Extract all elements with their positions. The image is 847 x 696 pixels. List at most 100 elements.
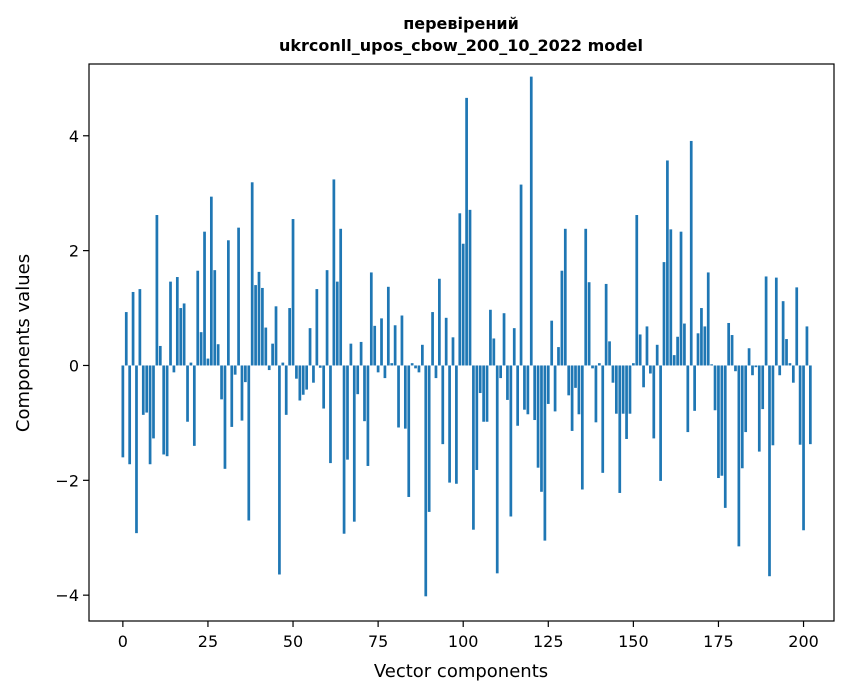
chart-title-line-2: ukrconll_upos_cbow_200_10_2022 model <box>279 36 643 55</box>
bar-27 <box>213 270 217 366</box>
x-tick-label: 200 <box>788 632 819 651</box>
bar-51 <box>295 365 298 379</box>
y-tick-label: 4 <box>69 127 79 146</box>
chart-title-line-1: перевірений <box>403 14 519 33</box>
bar-137 <box>587 282 591 366</box>
bar-131 <box>567 365 571 396</box>
bar-159 <box>662 262 666 366</box>
bar-108 <box>489 309 492 366</box>
bar-113 <box>506 365 509 400</box>
bar-0 <box>121 365 125 458</box>
bar-168 <box>693 365 696 411</box>
bar-90 <box>427 365 431 512</box>
bar-142 <box>604 283 608 366</box>
bar-59 <box>322 365 326 409</box>
bar-19 <box>186 365 189 422</box>
bar-29 <box>220 365 223 400</box>
bar-74 <box>373 325 377 366</box>
bar-116 <box>516 365 520 426</box>
bar-105 <box>478 365 482 394</box>
bar-83 <box>403 365 407 429</box>
bar-91 <box>431 312 434 366</box>
bar-40 <box>257 271 261 366</box>
bar-171 <box>703 326 707 366</box>
bar-43 <box>267 365 271 371</box>
bar-202 <box>808 365 812 445</box>
bar-60 <box>325 270 329 366</box>
bar-198 <box>795 287 799 366</box>
bar-127 <box>553 365 557 412</box>
bar-93 <box>438 278 441 366</box>
bar-26 <box>209 196 213 366</box>
bar-157 <box>655 344 659 366</box>
x-axis-label: Vector components <box>374 661 548 682</box>
bar-143 <box>608 341 611 366</box>
bar-81 <box>397 365 400 428</box>
bar-162 <box>672 355 676 366</box>
bar-140 <box>597 363 601 366</box>
bar-3 <box>131 291 135 366</box>
bar-133 <box>574 365 577 388</box>
bar-89 <box>424 365 428 597</box>
bar-101 <box>465 97 468 366</box>
bar-114 <box>509 365 513 517</box>
bar-98 <box>455 365 458 484</box>
bar-58 <box>318 365 322 368</box>
bar-155 <box>649 365 652 374</box>
bar-42 <box>264 327 268 366</box>
bar-16 <box>175 277 179 366</box>
bar-194 <box>781 301 785 366</box>
bar-88 <box>421 344 424 366</box>
bar-21 <box>192 365 196 446</box>
bar-166 <box>686 365 690 433</box>
x-tick-label: 50 <box>283 632 303 651</box>
bar-144 <box>611 365 615 383</box>
bar-100 <box>461 243 465 366</box>
bar-195 <box>785 339 788 366</box>
bar-25 <box>206 358 210 366</box>
bar-14 <box>169 281 172 366</box>
bar-2 <box>128 365 132 465</box>
bar-41 <box>261 287 264 366</box>
bar-69 <box>356 365 360 395</box>
bar-96 <box>448 365 451 483</box>
bar-156 <box>652 365 656 439</box>
bar-128 <box>557 347 560 366</box>
bar-169 <box>696 333 700 366</box>
bar-10 <box>155 215 159 366</box>
bar-122 <box>536 365 540 468</box>
bar-193 <box>778 365 782 376</box>
y-tick-label: −4 <box>55 586 79 605</box>
bar-68 <box>352 365 356 522</box>
bar-189 <box>764 276 768 366</box>
bar-176 <box>720 365 724 476</box>
bar-179 <box>730 335 734 366</box>
bar-125 <box>546 365 550 404</box>
bar-84 <box>407 365 411 497</box>
bar-124 <box>543 365 547 541</box>
bar-192 <box>774 277 778 366</box>
x-tick-label: 150 <box>618 632 649 651</box>
bar-136 <box>584 228 588 366</box>
bar-146 <box>618 365 622 493</box>
bar-145 <box>614 365 618 414</box>
y-tick-label: 2 <box>69 242 79 261</box>
bar-78 <box>386 286 390 366</box>
bar-106 <box>482 365 485 422</box>
bar-99 <box>458 213 462 366</box>
bar-94 <box>441 365 445 445</box>
bar-126 <box>550 320 554 366</box>
bar-154 <box>645 326 649 366</box>
bar-30 <box>223 365 227 469</box>
bar-48 <box>284 365 288 415</box>
bar-53 <box>301 365 305 395</box>
y-tick-label: −2 <box>55 471 79 490</box>
bar-55 <box>308 328 312 366</box>
bar-33 <box>233 365 237 375</box>
bar-72 <box>366 365 370 466</box>
bar-141 <box>601 365 605 473</box>
bar-6 <box>141 365 145 415</box>
bar-18 <box>182 303 186 366</box>
bar-190 <box>768 365 771 577</box>
bar-1 <box>124 312 128 366</box>
